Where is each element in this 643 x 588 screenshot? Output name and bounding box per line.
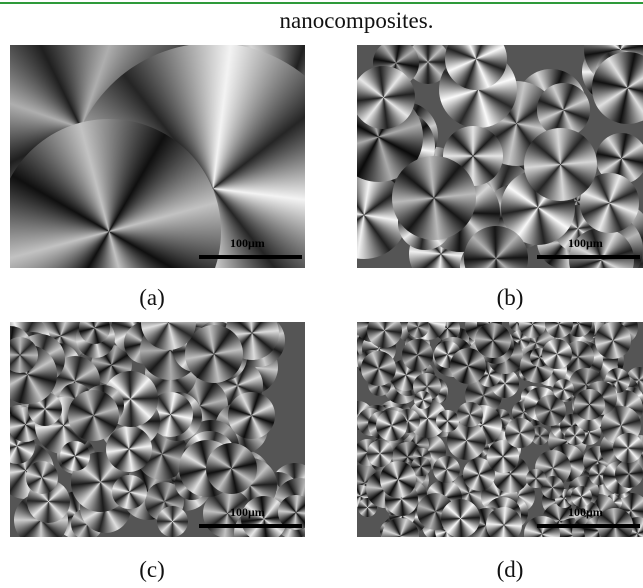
spherulite [26, 461, 59, 494]
spherulite [571, 486, 592, 507]
spherulite [450, 348, 486, 384]
spherulite [206, 443, 257, 494]
spherulite [112, 475, 146, 509]
spherulite [524, 128, 597, 201]
micrograph: 100μm [357, 45, 643, 268]
spherulite [402, 339, 434, 371]
scale-bar [199, 255, 302, 259]
panel-label: (b) [497, 285, 524, 311]
scale-bar-label: 100μm [568, 236, 603, 251]
micrograph: 100μm [10, 45, 305, 268]
scale-bar-label: 100μm [230, 505, 265, 520]
spherulite [595, 322, 631, 358]
spherulite [457, 402, 483, 428]
spherulite [542, 339, 571, 368]
spherulite [615, 460, 643, 488]
spherulite [380, 461, 417, 498]
spherulite [505, 418, 535, 448]
panel-label: (a) [139, 285, 165, 311]
panel-label: (d) [497, 557, 524, 583]
caption-text: nanocomposites. [0, 8, 643, 34]
spherulite [157, 506, 188, 537]
top-rule [0, 2, 643, 4]
spherulite [574, 389, 605, 420]
spherulite [553, 379, 574, 400]
spherulite [376, 410, 407, 441]
spherulite [392, 156, 476, 240]
spherulite [613, 433, 643, 463]
panel-label: (c) [139, 557, 165, 583]
scale-bar [537, 524, 640, 528]
page: nanocomposites. 100μm 100μm 100μm 100μm … [0, 0, 643, 588]
micrograph: 100μm [357, 322, 643, 537]
scale-bar [199, 524, 302, 528]
scale-bar-label: 100μm [568, 505, 603, 520]
micrograph: 100μm [10, 322, 305, 537]
spherulite [60, 441, 90, 471]
spherulite [228, 392, 274, 438]
spherulite [441, 499, 480, 537]
scale-bar-label: 100μm [230, 236, 265, 251]
scale-bar [537, 255, 640, 259]
spherulite [357, 66, 415, 129]
spherulite [486, 507, 522, 537]
